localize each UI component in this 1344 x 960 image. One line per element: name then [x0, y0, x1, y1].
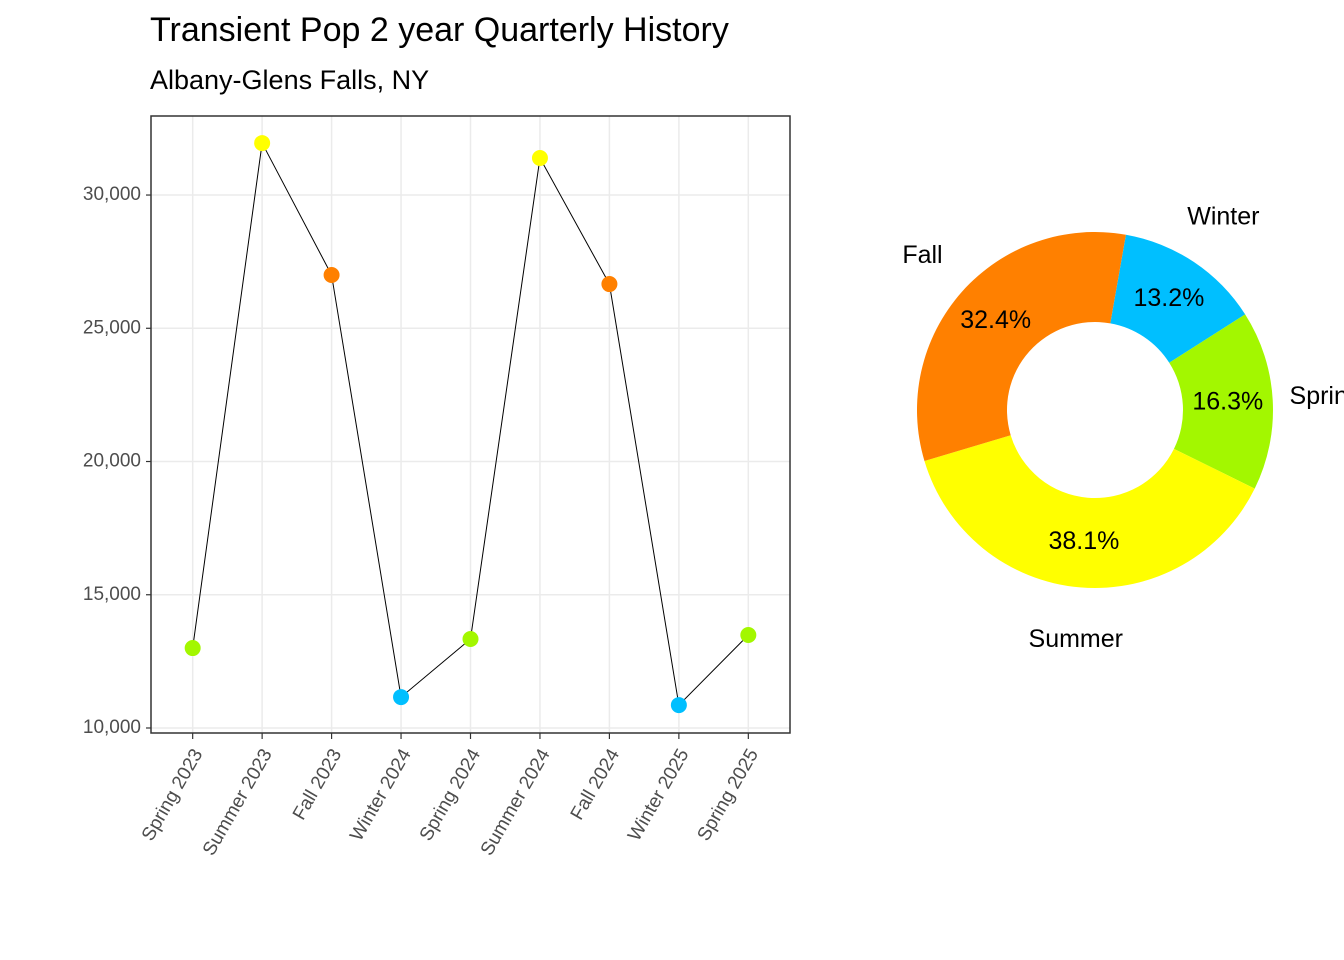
- x-tick-label: Summer 2023: [199, 746, 277, 860]
- y-tick-label: 15,000: [83, 584, 141, 605]
- data-point: [393, 689, 410, 706]
- y-tick-label: 20,000: [83, 451, 141, 472]
- y-tick-label: 10,000: [83, 717, 141, 738]
- x-tick-label: Spring 2024: [416, 745, 486, 845]
- category-label: Spring: [1290, 382, 1344, 410]
- chart-subtitle: Albany-Glens Falls, NY: [150, 65, 429, 95]
- donut-slice: [924, 435, 1255, 589]
- x-tick-label: Summer 2024: [477, 745, 555, 859]
- x-tick-label: Spring 2023: [138, 746, 207, 845]
- data-point: [323, 266, 340, 283]
- category-label: Summer: [1029, 625, 1123, 653]
- x-tick-label: Fall 2024: [567, 745, 624, 824]
- donut-slice: [916, 231, 1126, 461]
- x-tick-label: Fall 2023: [289, 746, 346, 824]
- data-point: [670, 697, 687, 714]
- x-tick-label: Winter 2024: [346, 745, 416, 845]
- value-label: 16.3%: [1192, 387, 1263, 415]
- y-tick-label: 25,000: [83, 317, 141, 338]
- category-label: Fall: [902, 241, 942, 269]
- donut-slice: [1169, 314, 1273, 489]
- data-point: [184, 640, 201, 657]
- data-point: [601, 276, 618, 293]
- x-tick-label: Spring 2025: [694, 746, 763, 845]
- data-point: [740, 626, 757, 643]
- y-tick-label: 30,000: [83, 184, 141, 205]
- chart-title: Transient Pop 2 year Quarterly History: [150, 11, 729, 49]
- data-point: [254, 135, 271, 152]
- value-label: 13.2%: [1133, 284, 1204, 312]
- data-point: [531, 149, 548, 166]
- x-tick-label: Winter 2025: [624, 746, 693, 845]
- donut-slice: [1110, 234, 1246, 363]
- category-label: Winter: [1187, 203, 1259, 231]
- value-label: 32.4%: [960, 306, 1031, 334]
- data-point: [462, 630, 479, 647]
- value-label: 38.1%: [1048, 527, 1119, 555]
